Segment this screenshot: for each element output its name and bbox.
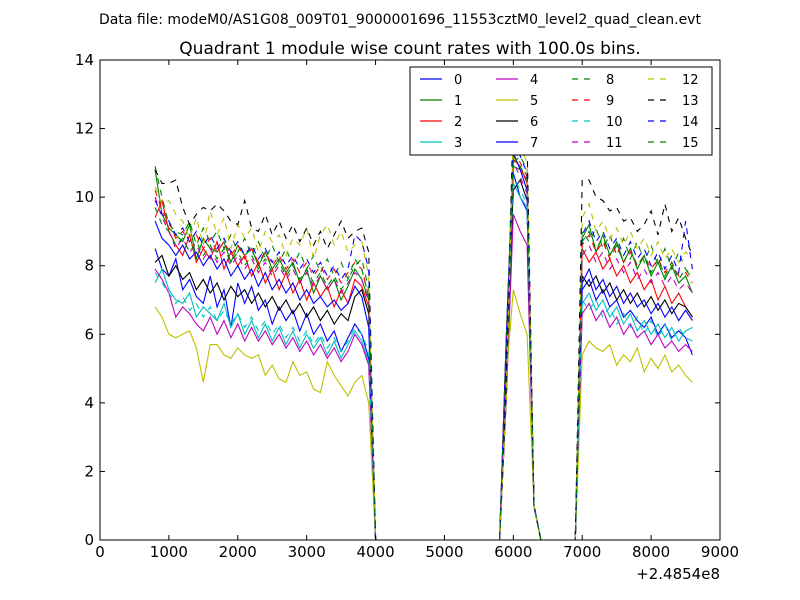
x-tick-label: 0 <box>95 543 105 561</box>
series-line-9 <box>154 148 693 540</box>
series-layer <box>154 109 693 540</box>
series-line-3 <box>154 181 693 540</box>
chart-suptitle: Data file: modeM0/AS1G08_009T01_90000016… <box>99 12 701 28</box>
x-tick-label: 4000 <box>356 543 394 561</box>
series-line-10 <box>154 176 693 540</box>
x-tick-label: 1000 <box>150 543 188 561</box>
y-tick-label: 2 <box>84 462 94 480</box>
series-line-4 <box>154 214 693 540</box>
x-tick-label: 3000 <box>288 543 326 561</box>
x-tick-label: 8000 <box>632 543 670 561</box>
y-tick-label: 10 <box>75 188 94 206</box>
y-tick-label: 14 <box>75 51 94 69</box>
legend-label-11: 11 <box>606 136 623 151</box>
x-tick-label: 5000 <box>425 543 463 561</box>
chart-title: Quadrant 1 module wise count rates with … <box>179 39 640 59</box>
legend-label-6: 6 <box>530 115 538 130</box>
series-line-2 <box>154 158 693 540</box>
legend-label-0: 0 <box>454 73 462 88</box>
legend-label-12: 12 <box>682 73 699 88</box>
y-tick-label: 0 <box>84 531 94 549</box>
x-tick-label: 7000 <box>563 543 601 561</box>
series-line-5 <box>154 289 693 540</box>
y-tick-label: 12 <box>75 120 94 138</box>
series-line-0 <box>154 172 693 540</box>
legend-label-9: 9 <box>606 94 614 109</box>
x-offset-label: +2.4854e8 <box>636 565 720 583</box>
plot-frame <box>99 59 721 541</box>
legend-box <box>409 66 713 156</box>
y-tick-label: 8 <box>84 257 94 275</box>
series-line-6 <box>154 178 693 540</box>
legend-label-8: 8 <box>606 73 614 88</box>
legend-label-14: 14 <box>682 115 699 130</box>
series-line-7 <box>154 152 693 540</box>
legend-label-3: 3 <box>454 136 462 151</box>
x-tick-label: 2000 <box>219 543 257 561</box>
legend-label-4: 4 <box>530 73 538 88</box>
y-tick-label: 6 <box>84 325 94 343</box>
legend-label-1: 1 <box>454 94 462 109</box>
x-tick-label: 6000 <box>494 543 532 561</box>
y-tick-label: 4 <box>84 394 94 412</box>
axis-ticks: 0 1000 2000 3000 4000 5000 6000 7000 8000 9000 0 2 4… <box>75 51 739 561</box>
series-line-8 <box>154 155 693 540</box>
legend-label-5: 5 <box>530 94 538 109</box>
legend-label-7: 7 <box>530 136 538 151</box>
legend-label-2: 2 <box>454 115 462 130</box>
legend-label-15: 15 <box>682 136 699 151</box>
x-tick-label: 9000 <box>701 543 739 561</box>
legend-label-10: 10 <box>606 115 623 130</box>
legend-label-13: 13 <box>682 94 699 109</box>
series-line-13 <box>154 109 693 540</box>
